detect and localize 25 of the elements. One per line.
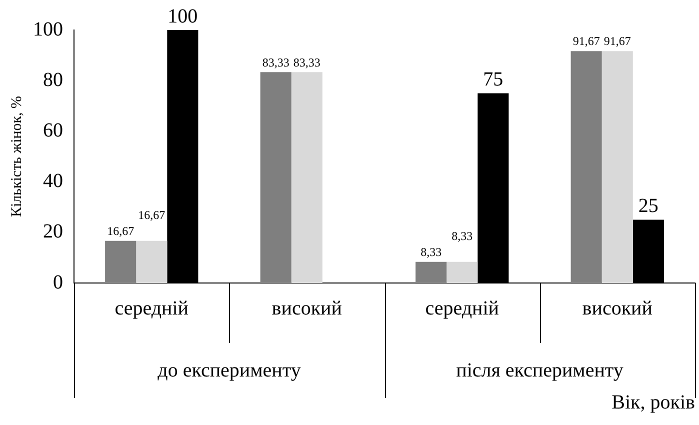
x-tick-label: високий bbox=[582, 297, 653, 320]
y-tick-label: 20 bbox=[43, 220, 63, 243]
y-tick-label: 0 bbox=[53, 271, 63, 294]
data-label: 16,67 bbox=[107, 224, 134, 238]
data-label: 16,67 bbox=[138, 208, 166, 222]
y-axis-title: Кількість жінок, % bbox=[8, 96, 25, 218]
data-label: 8,33 bbox=[452, 229, 473, 244]
x-tick-label: середній bbox=[114, 297, 189, 320]
data-label: 25 bbox=[638, 195, 658, 217]
x-tick-label: середній bbox=[425, 297, 500, 320]
x-tick-label: високий bbox=[272, 297, 342, 320]
data-label: 83,33 bbox=[262, 55, 290, 70]
data-label: 8,33 bbox=[420, 245, 442, 260]
data-label: 100 bbox=[168, 5, 198, 28]
text: після експерименту bbox=[456, 359, 624, 382]
data-label: 91,67 bbox=[572, 34, 600, 48]
y-tick-label: 80 bbox=[43, 68, 63, 91]
y-tick-label: 40 bbox=[43, 170, 63, 192]
y-tick-label: 100 bbox=[33, 18, 63, 40]
data-label: 91,67 bbox=[604, 34, 631, 48]
text: до експерименту bbox=[158, 359, 301, 382]
data-label: 83,33 bbox=[293, 55, 320, 70]
data-label: 75 bbox=[483, 68, 504, 90]
y-tick-label: 60 bbox=[43, 119, 63, 142]
x-axis-title: Вік, років bbox=[612, 391, 695, 414]
